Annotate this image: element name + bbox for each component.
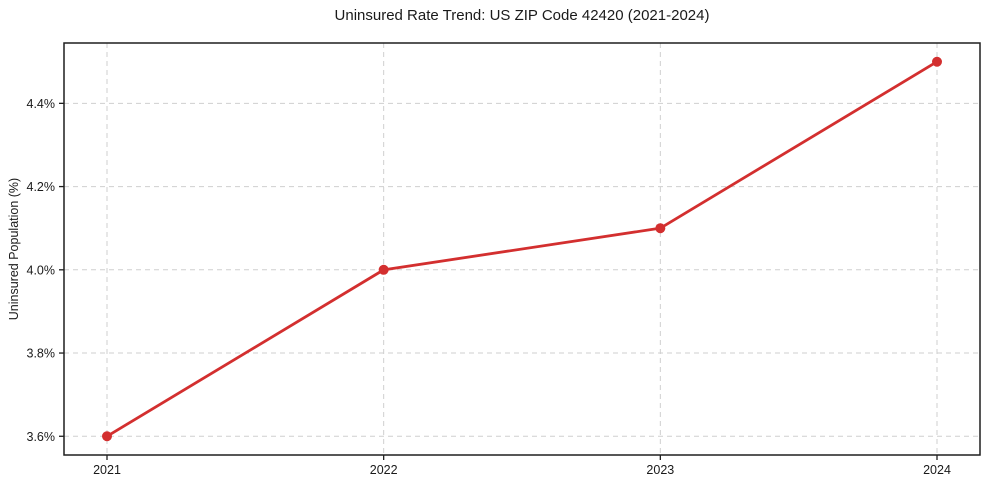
y-tick-label: 3.6% [27,430,56,444]
y-tick-label: 4.4% [27,97,56,111]
plot-border [63,42,981,456]
y-tick-label: 4.2% [27,180,56,194]
x-tick-label: 2022 [370,463,398,477]
data-point-marker [655,223,666,234]
x-tick-label: 2024 [923,463,951,477]
y-tick-label: 4.0% [27,263,56,277]
y-tick-label: 3.8% [27,347,56,361]
trend-line [106,60,938,438]
chart-title: Uninsured Rate Trend: US ZIP Code 42420 … [334,7,710,24]
x-tick-label: 2023 [646,463,674,477]
data-point-marker [378,264,389,275]
x-tick-label: 2021 [93,463,121,477]
data-point-marker [932,56,942,67]
data-point-marker [102,431,112,442]
